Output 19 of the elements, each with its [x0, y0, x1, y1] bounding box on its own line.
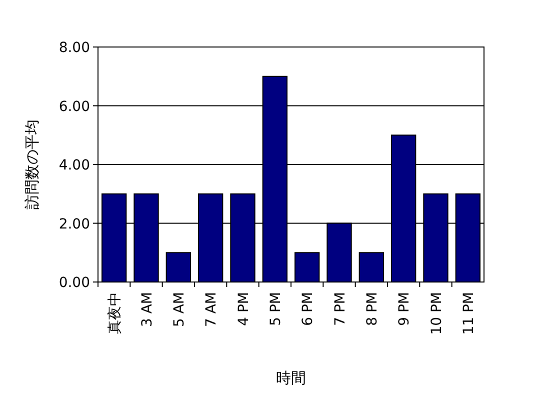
x-tick-label: 6 PM	[300, 292, 316, 326]
y-axis-title: 訪問数の平均	[23, 120, 41, 210]
x-tick-label: 3 AM	[139, 292, 156, 328]
y-tick-label: 8.00	[58, 40, 90, 56]
y-tick-label: 2.00	[58, 216, 90, 232]
x-tick-label: 8 PM	[364, 292, 380, 326]
x-tick-label: 5 PM	[268, 292, 284, 326]
x-tick-label: 11 PM	[460, 292, 477, 335]
x-tick-label: 7 AM	[204, 292, 220, 328]
x-axis-title: 時間	[276, 369, 306, 387]
x-tick-label: 4 PM	[236, 292, 252, 326]
x-tick-label: 真夜中	[107, 292, 124, 334]
y-tick-label: 6.00	[58, 98, 90, 115]
x-tick-label: 5 AM	[171, 292, 188, 328]
x-tick-label: 7 PM	[332, 292, 348, 326]
y-tick-label: 0.00	[58, 275, 90, 291]
x-tick-label: 10 PM	[428, 292, 445, 335]
y-tick-label: 4.00	[58, 158, 90, 174]
x-tick-label: 9 PM	[396, 292, 413, 326]
